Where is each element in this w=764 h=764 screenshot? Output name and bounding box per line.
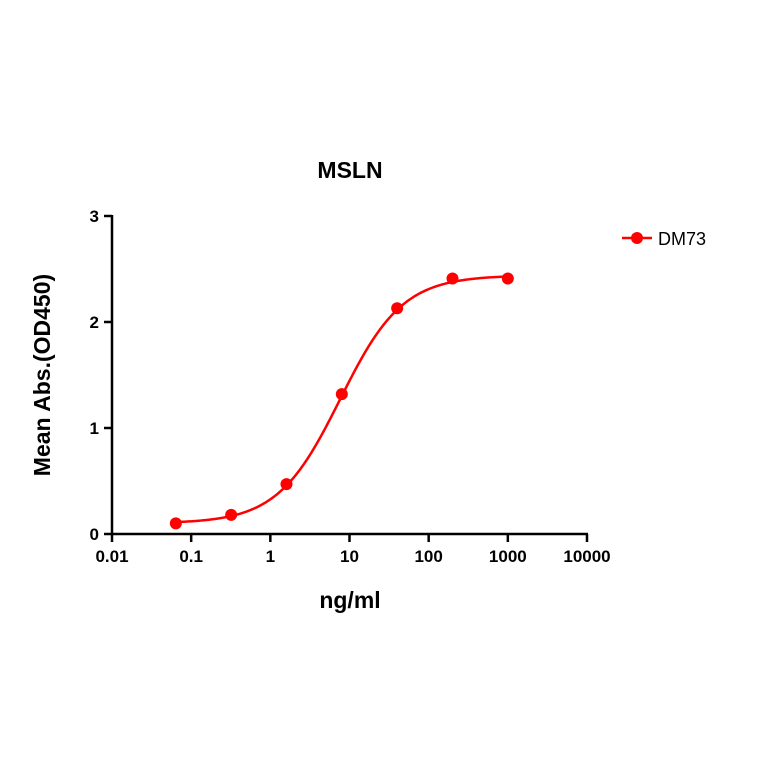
x-tick-label: 1000	[489, 547, 527, 566]
y-tick-label: 1	[90, 419, 99, 438]
x-tick-label: 1	[266, 547, 275, 566]
legend-label: DM73	[658, 229, 706, 249]
data-point	[446, 272, 459, 285]
x-tick-label: 10000	[563, 547, 610, 566]
data-point	[335, 388, 348, 401]
x-tick-label: 0.01	[95, 547, 128, 566]
data-point	[280, 478, 293, 491]
y-axis-label: Mean Abs.(OD450)	[29, 274, 55, 476]
y-tick-label: 0	[90, 525, 99, 544]
data-point	[225, 508, 238, 521]
data-point	[501, 272, 514, 285]
x-axis-label: ng/ml	[319, 587, 380, 613]
data-point	[169, 517, 182, 530]
chart-title: MSLN	[317, 157, 382, 183]
legend-marker	[631, 232, 643, 244]
x-tick-label: 10	[340, 547, 359, 566]
legend: DM73	[622, 229, 706, 249]
y-tick-label: 3	[90, 207, 99, 226]
x-tick-label: 0.1	[179, 547, 203, 566]
x-tick-label: 100	[414, 547, 442, 566]
y-tick-label: 2	[90, 313, 99, 332]
data-point	[391, 302, 404, 315]
